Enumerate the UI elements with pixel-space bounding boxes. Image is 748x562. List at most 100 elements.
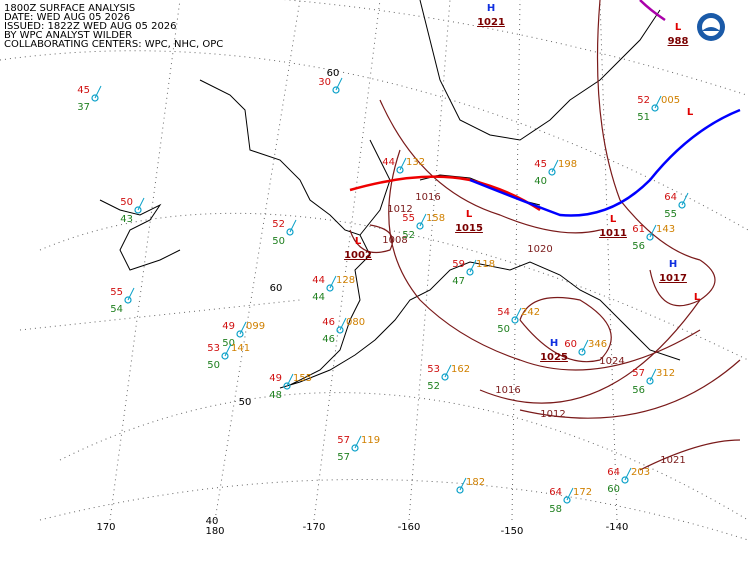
wind-barb	[444, 364, 452, 378]
station-marker	[351, 444, 359, 452]
wind-barb	[224, 343, 232, 357]
station-pressure: 172	[573, 487, 592, 498]
wind-barb	[624, 467, 632, 481]
wind-barb	[335, 77, 343, 91]
station-dewpoint: 48	[269, 390, 282, 401]
wind-barb	[127, 287, 135, 301]
station-marker	[646, 233, 654, 241]
station-temperature: 60	[564, 339, 577, 350]
station-pressure: 141	[231, 343, 250, 354]
station-dewpoint: 58	[549, 504, 562, 515]
station-temperature: 57	[632, 368, 645, 379]
station-temperature: 52	[272, 219, 285, 230]
wind-barb	[339, 317, 347, 331]
wind-barb	[399, 157, 407, 171]
wind-barb	[354, 435, 362, 449]
station-temperature: 61	[632, 224, 645, 235]
station-marker	[221, 352, 229, 360]
station-dewpoint: 51	[637, 112, 650, 123]
station-temperature: 64	[549, 487, 562, 498]
latitude-label: 40	[206, 516, 219, 527]
pressure-center: L	[355, 236, 362, 247]
station-temperature: 44	[312, 275, 325, 286]
wind-barb	[566, 487, 574, 501]
latitude-label: 60	[327, 68, 340, 79]
station-temperature: 46	[322, 317, 335, 328]
pressure-center: L	[675, 22, 682, 33]
station-temperature: 45	[77, 85, 90, 96]
station-temperature: 49	[269, 373, 282, 384]
wind-barb	[551, 159, 559, 173]
station-pressure: 118	[476, 259, 495, 270]
station-dewpoint: 44	[312, 292, 325, 303]
wind-barb	[329, 275, 337, 289]
station-marker	[336, 326, 344, 334]
station-dewpoint: 50	[497, 324, 510, 335]
isobar-label: 1016	[415, 192, 440, 203]
station-pressure: 203	[631, 467, 650, 478]
graticule	[0, 0, 748, 541]
wind-barb	[654, 95, 662, 109]
station-marker	[578, 348, 586, 356]
station-pressure: 198	[558, 159, 577, 170]
pressure-center: H	[487, 3, 495, 14]
station-marker	[456, 486, 464, 494]
station-marker	[621, 476, 629, 484]
wind-barb	[581, 339, 589, 353]
isobar-label: 1016	[495, 385, 520, 396]
pressure-value: 1011	[599, 228, 627, 239]
station-temperature: 53	[207, 343, 220, 354]
station-marker	[134, 206, 142, 214]
station-temperature: 64	[607, 467, 620, 478]
header-line: COLLABORATING CENTERS: WPC, NHC, OPC	[4, 39, 223, 50]
wind-barb	[419, 213, 427, 227]
station-pressure: 155	[293, 373, 312, 384]
pressure-value: 1021	[477, 17, 505, 28]
station-temperature: 59	[452, 259, 465, 270]
noaa-logo	[697, 13, 725, 41]
wind-barb	[681, 192, 689, 206]
pressure-value: 1015	[455, 223, 483, 234]
station-dewpoint: 50	[207, 360, 220, 371]
isobar-label: 1012	[540, 409, 565, 420]
station-marker	[651, 104, 659, 112]
station-temperature: 30	[318, 77, 331, 88]
station-temperature: 49	[222, 321, 235, 332]
longitude-label: -170	[303, 522, 326, 533]
header-line: BY WPC ANALYST WILDER	[4, 30, 132, 41]
wind-barb	[289, 219, 297, 233]
fronts	[349, 0, 741, 217]
station-pressure: 312	[656, 368, 675, 379]
station-temperature: 64	[664, 192, 677, 203]
station-dewpoint: 56	[632, 385, 645, 396]
station-temperature: 57	[337, 435, 350, 446]
station-temperature: 53	[427, 364, 440, 375]
header-line: 1800Z SURFACE ANALYSIS	[4, 3, 135, 14]
station-dewpoint: 40	[534, 176, 547, 187]
station-marker	[466, 268, 474, 276]
station-pressure: 242	[521, 307, 540, 318]
station-marker	[326, 284, 334, 292]
station-marker	[286, 228, 294, 236]
station-dewpoint: 55	[664, 209, 677, 220]
station-pressure: 132	[406, 157, 425, 168]
station-pressure: 158	[426, 213, 445, 224]
station-pressure: 346	[588, 339, 607, 350]
station-pressure: 143	[656, 224, 675, 235]
station-marker	[646, 377, 654, 385]
station-dewpoint: 52	[427, 381, 440, 392]
station-temperature: 44	[382, 157, 395, 168]
station-marker	[283, 382, 291, 390]
station-marker	[563, 496, 571, 504]
wind-barb	[137, 197, 145, 211]
station-dewpoint: 43	[120, 214, 133, 225]
station-marker	[236, 330, 244, 338]
isobar-label: 1008	[382, 235, 407, 246]
isobar-label: 1020	[527, 244, 552, 255]
wind-barb	[94, 85, 102, 99]
isobar-label: 1012	[387, 204, 412, 215]
pressure-value: 1025	[540, 352, 568, 363]
wind-barb	[286, 373, 294, 387]
pressure-value: 1017	[659, 273, 687, 284]
station-pressure: 119	[361, 435, 380, 446]
